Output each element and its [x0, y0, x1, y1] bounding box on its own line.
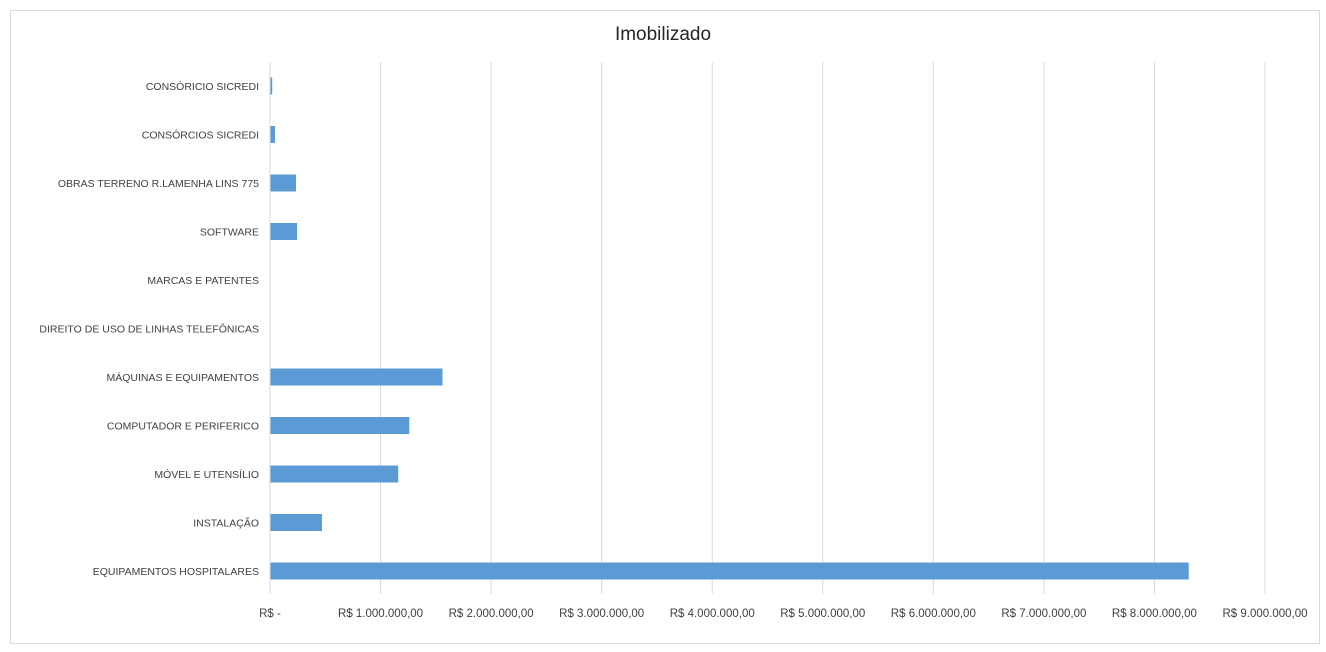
chart-area: [10, 10, 1320, 644]
bars: [270, 77, 1189, 580]
x-tick-label: R$ -: [259, 608, 281, 620]
category-label: MÁQUINAS E EQUIPAMENTOS: [107, 371, 259, 384]
labels: R$ - R$ 1.000.000,00 R$ 2.000.000,00 R$ 3.0…: [39, 80, 1307, 620]
category-label: MARCAS E PATENTES: [147, 275, 259, 287]
category-label: DIREITO DE USO DE LINHAS TELEFÔNICAS: [39, 323, 259, 336]
x-tick-label: R$ 2.000.000,00: [449, 608, 534, 620]
bar: [270, 417, 410, 434]
gridlines: [380, 62, 1266, 594]
x-tick-label: R$ 6.000.000,00: [891, 608, 976, 620]
x-tick-label: R$ 8.000.000,00: [1112, 608, 1197, 620]
chart-title: Imobilizado: [614, 24, 712, 45]
x-tick-label: R$ 1.000.000,00: [338, 608, 423, 620]
category-label: INSTALAÇÃO: [193, 517, 259, 530]
bar: [270, 562, 1189, 580]
x-tick-label: R$ 7.000.000,00: [1001, 608, 1086, 620]
bar: [270, 174, 296, 192]
bar: [270, 465, 399, 483]
category-label: EQUIPAMENTOS HOSPITALARES: [93, 566, 259, 578]
category-label: SOFTWARE: [200, 227, 259, 239]
bar: [270, 368, 443, 386]
bar: [270, 223, 298, 240]
category-label: COMPUTADOR E PERIFERICO: [107, 421, 259, 433]
x-tick-label: R$ 5.000.000,00: [780, 608, 865, 620]
category-label: MÓVEL E UTENSÍLIO: [154, 468, 259, 481]
bar: [270, 77, 273, 95]
bar: [270, 514, 322, 531]
category-label: OBRAS TERRENO R.LAMENHA LINS 775: [58, 178, 259, 190]
x-tick-label: R$ 4.000.000,00: [670, 608, 755, 620]
category-label: CONSÓRCIOS SICREDI: [142, 129, 259, 142]
bar: [270, 126, 275, 143]
x-tick-label: R$ 9.000.000,00: [1222, 608, 1307, 620]
x-tick-label: R$ 3.000.000,00: [559, 608, 644, 620]
category-label: CONSÓRICIO SICREDI: [146, 80, 259, 93]
